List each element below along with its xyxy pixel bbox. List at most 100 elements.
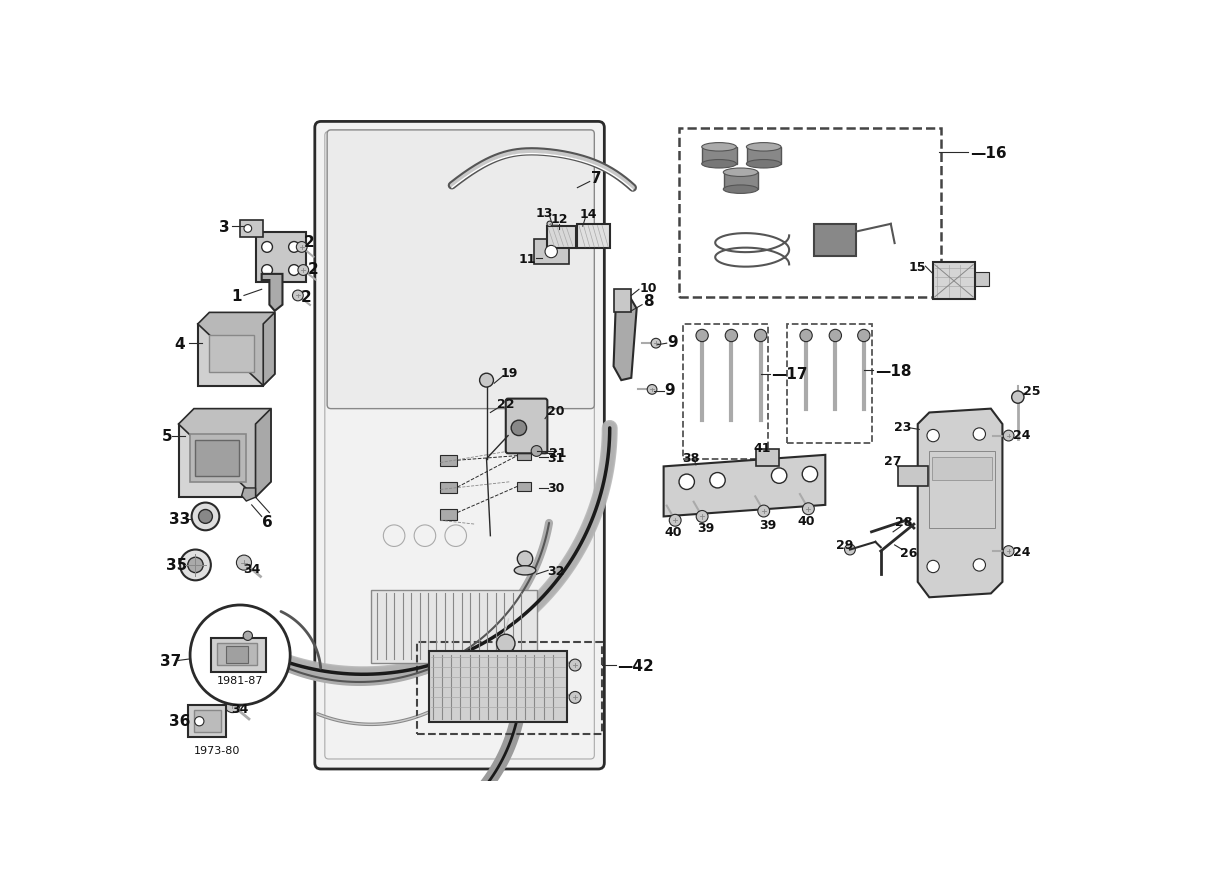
Bar bbox=[211, 638, 266, 673]
Text: 9: 9 bbox=[668, 335, 678, 349]
Polygon shape bbox=[613, 296, 636, 381]
Text: 3: 3 bbox=[219, 220, 230, 234]
Text: 2: 2 bbox=[301, 290, 312, 306]
Text: 28: 28 bbox=[895, 515, 913, 529]
Text: 24: 24 bbox=[1013, 545, 1030, 558]
Bar bbox=[756, 450, 779, 467]
Bar bbox=[786, 325, 872, 443]
Text: 29: 29 bbox=[836, 539, 853, 551]
Text: 14: 14 bbox=[579, 208, 597, 221]
Bar bbox=[417, 642, 602, 735]
Bar bbox=[613, 290, 630, 313]
Bar bbox=[814, 225, 856, 257]
Text: 2: 2 bbox=[308, 262, 318, 277]
Circle shape bbox=[188, 558, 204, 573]
Text: 35: 35 bbox=[166, 558, 188, 572]
Circle shape bbox=[647, 385, 657, 395]
Polygon shape bbox=[262, 275, 283, 312]
Text: 10: 10 bbox=[640, 282, 657, 295]
Text: —18: —18 bbox=[875, 363, 912, 378]
Circle shape bbox=[696, 511, 708, 522]
Polygon shape bbox=[918, 409, 1002, 598]
Circle shape bbox=[296, 242, 307, 253]
Text: 32: 32 bbox=[547, 565, 564, 577]
Circle shape bbox=[845, 544, 856, 555]
Circle shape bbox=[531, 446, 542, 457]
Bar bbox=[702, 148, 736, 164]
Polygon shape bbox=[256, 409, 271, 498]
Polygon shape bbox=[241, 488, 256, 501]
Text: 33: 33 bbox=[169, 512, 190, 527]
Circle shape bbox=[973, 428, 985, 441]
Text: 39: 39 bbox=[697, 522, 714, 535]
Circle shape bbox=[802, 503, 814, 515]
Circle shape bbox=[195, 716, 204, 726]
Circle shape bbox=[569, 659, 581, 671]
Text: 25: 25 bbox=[1023, 385, 1041, 398]
Text: 34: 34 bbox=[243, 562, 261, 575]
Bar bbox=[931, 457, 991, 480]
Circle shape bbox=[297, 265, 308, 276]
Bar bbox=[578, 225, 610, 249]
Circle shape bbox=[293, 291, 304, 301]
Polygon shape bbox=[256, 233, 306, 282]
Text: 1973-80: 1973-80 bbox=[194, 745, 240, 755]
Bar bbox=[429, 651, 567, 723]
Circle shape bbox=[569, 692, 581, 703]
Bar bbox=[240, 220, 263, 238]
Circle shape bbox=[1003, 546, 1014, 557]
Circle shape bbox=[926, 561, 940, 573]
Text: 4: 4 bbox=[174, 336, 185, 351]
Circle shape bbox=[496, 635, 514, 653]
Circle shape bbox=[679, 474, 695, 490]
Text: 15: 15 bbox=[909, 261, 926, 273]
Text: 9: 9 bbox=[664, 383, 675, 398]
Circle shape bbox=[547, 222, 552, 227]
Text: —42: —42 bbox=[617, 658, 655, 673]
Circle shape bbox=[511, 421, 527, 436]
FancyBboxPatch shape bbox=[327, 131, 595, 409]
Ellipse shape bbox=[514, 566, 536, 575]
Circle shape bbox=[244, 631, 252, 641]
Bar bbox=[227, 646, 247, 663]
Circle shape bbox=[802, 467, 818, 482]
Text: 24: 24 bbox=[1013, 428, 1030, 441]
Text: 38: 38 bbox=[681, 451, 700, 464]
Circle shape bbox=[517, 551, 533, 567]
Text: 37: 37 bbox=[160, 653, 182, 668]
Text: 22: 22 bbox=[497, 397, 514, 410]
Bar bbox=[440, 456, 457, 466]
Text: 34: 34 bbox=[232, 702, 249, 716]
Circle shape bbox=[545, 246, 557, 258]
Text: 7: 7 bbox=[590, 171, 601, 186]
FancyBboxPatch shape bbox=[315, 122, 605, 769]
Ellipse shape bbox=[702, 143, 736, 152]
Circle shape bbox=[191, 503, 219, 530]
Bar bbox=[929, 451, 995, 529]
Bar bbox=[683, 325, 768, 459]
Text: 5: 5 bbox=[162, 428, 172, 443]
Text: 20: 20 bbox=[547, 405, 564, 418]
Text: 30: 30 bbox=[547, 482, 564, 495]
Text: —16: —16 bbox=[970, 146, 1007, 161]
Circle shape bbox=[800, 330, 812, 342]
Text: 6: 6 bbox=[262, 515, 273, 529]
Circle shape bbox=[772, 468, 786, 484]
Text: 1: 1 bbox=[232, 289, 241, 304]
Bar bbox=[747, 148, 781, 164]
Text: 1981-87: 1981-87 bbox=[217, 676, 263, 686]
Text: 11: 11 bbox=[518, 253, 536, 266]
Circle shape bbox=[669, 515, 681, 527]
Circle shape bbox=[236, 556, 251, 571]
Bar bbox=[546, 227, 575, 248]
Circle shape bbox=[199, 510, 212, 524]
Circle shape bbox=[725, 330, 737, 342]
Ellipse shape bbox=[746, 161, 781, 169]
Bar bbox=[188, 705, 227, 738]
FancyBboxPatch shape bbox=[506, 399, 547, 454]
Polygon shape bbox=[263, 313, 274, 386]
Bar bbox=[517, 482, 531, 492]
Bar bbox=[975, 273, 990, 287]
Bar bbox=[508, 401, 545, 451]
Circle shape bbox=[755, 330, 767, 342]
